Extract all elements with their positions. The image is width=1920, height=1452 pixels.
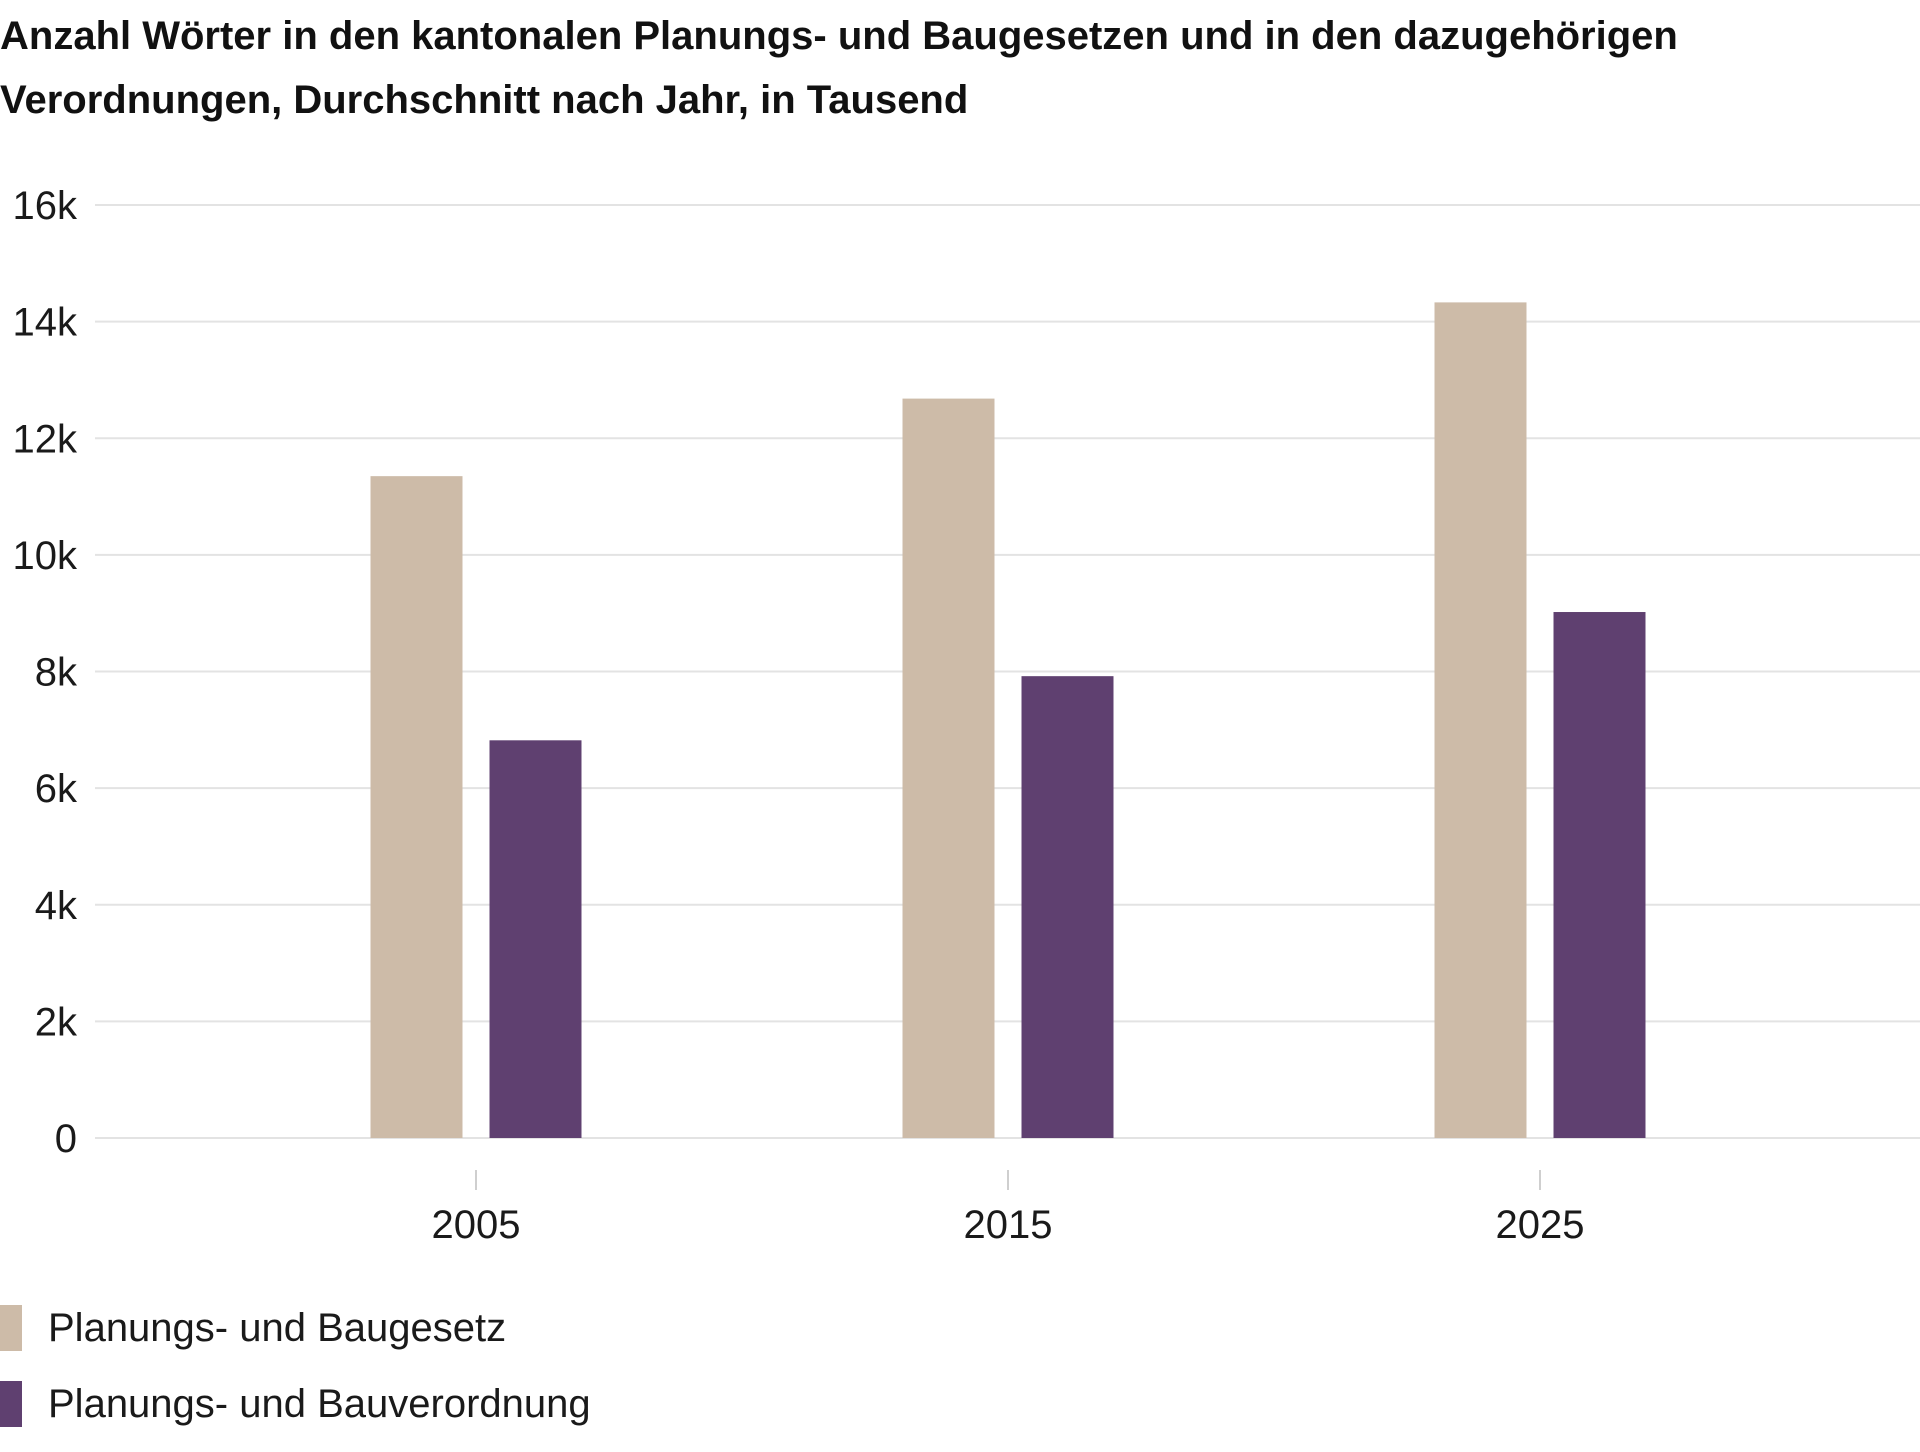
y-tick-label: 14k xyxy=(13,301,78,345)
bar-planungs-und-baugesetz-2015 xyxy=(902,398,995,1138)
x-tick-label: 2005 xyxy=(432,1203,521,1247)
y-tick-label: 2k xyxy=(35,1000,78,1044)
y-tick-label: 12k xyxy=(13,417,78,461)
bar-planungs-und-baugesetz-2005 xyxy=(370,476,463,1138)
bars xyxy=(370,302,1646,1138)
bar-planungs-und-baugesetz-2025 xyxy=(1434,302,1527,1138)
legend-label: Planungs- und Baugesetz xyxy=(48,1305,507,1350)
legend-item: Planungs- und Baugesetz xyxy=(0,1300,591,1356)
x-axis-ticks: 2005 2015 2025 xyxy=(432,1170,1585,1247)
y-tick-label: 8k xyxy=(35,651,78,695)
gridlines xyxy=(95,204,1920,1139)
x-tick-label: 2025 xyxy=(1496,1203,1585,1247)
bar-planungs-und-bauverordnung-2025 xyxy=(1553,612,1646,1138)
bar-planungs-und-bauverordnung-2005 xyxy=(489,740,582,1138)
x-tick-label: 2015 xyxy=(964,1203,1053,1247)
legend-swatch xyxy=(0,1381,22,1427)
y-tick-label: 0 xyxy=(55,1117,77,1161)
y-axis-ticks: 0 2k 4k 6k 8k 10k 12k 14k 16k xyxy=(13,184,78,1161)
chart-title: Anzahl Wörter in den kantonalen Planungs… xyxy=(0,14,1678,122)
y-tick-label: 10k xyxy=(13,534,78,578)
bar-planungs-und-bauverordnung-2015 xyxy=(1021,676,1114,1138)
legend-item: Planungs- und Bauverordnung xyxy=(0,1376,591,1432)
y-tick-label: 6k xyxy=(35,767,78,811)
y-tick-label: 16k xyxy=(13,184,78,228)
y-tick-label: 4k xyxy=(35,884,78,928)
legend-label: Planungs- und Bauverordnung xyxy=(48,1381,591,1426)
legend: Planungs- und Baugesetz Planungs- und Bau… xyxy=(0,1300,591,1452)
bar-chart: 0 2k 4k 6k 8k 10k 12k 14k 16k 2005 2015 2025 xyxy=(13,184,1920,1247)
legend-swatch xyxy=(0,1305,22,1351)
